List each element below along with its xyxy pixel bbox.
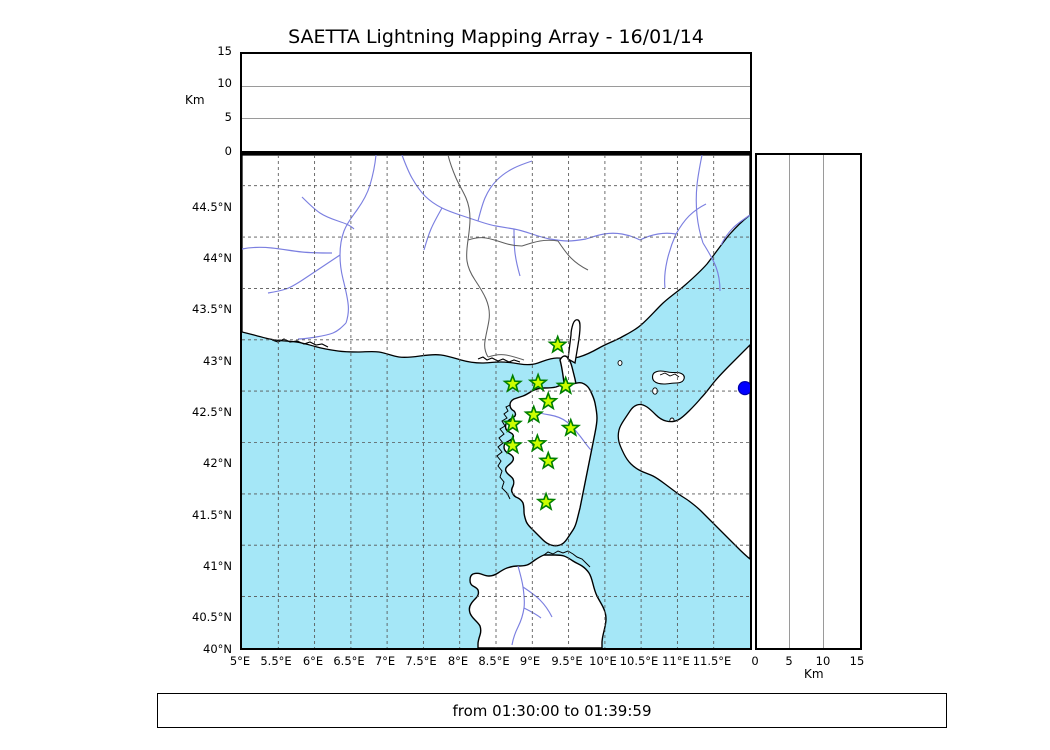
lma-station-marker [502,434,523,455]
time-range-text: from 01:30:00 to 01:39:59 [452,701,652,720]
map-graticule [242,155,750,648]
map-ytick-40N: 40°N [203,642,232,656]
country-borders-layer [447,155,589,361]
map-xtick-7E: 7°E [374,654,396,668]
lma-station-marker [523,404,544,424]
lma-station-marker [560,417,582,437]
top-panel-ytick-0: 0 [224,144,232,158]
map-xtick-11E: 11°E [662,654,690,668]
right-panel-xtick-0: 0 [751,654,759,668]
lma-station-marker [537,450,559,470]
lightning-source-marker [737,381,750,396]
map-ytick-42N: 42°N [203,456,232,470]
sardinia-north-coast-detail [543,550,591,568]
right-panel-xaxis-label: Km [804,667,824,681]
top-panel-gridline-10 [242,86,750,87]
map-ytick-42.5N: 42.5°N [192,405,232,419]
map-xtick-5E: 5°E [229,654,251,668]
lma-station-marker [527,372,549,392]
map-xtick-7.5E: 7.5°E [405,654,437,668]
top-panel-ytick-10: 10 [217,76,232,90]
map-xtick-6E: 6°E [302,654,324,668]
map-xtick-11.5E: 11.5°E [692,654,732,668]
right-panel-xtick-15: 15 [849,654,865,668]
lma-station-marker [527,432,548,453]
time-range-caption-box: from 01:30:00 to 01:39:59 [157,693,947,728]
figure-title: SAETTA Lightning Mapping Array - 16/01/1… [288,26,704,48]
right-panel-gridline-10 [823,155,824,648]
elba-island [651,370,685,385]
map-xtick-8.5E: 8.5°E [478,654,510,668]
lma-station-marker [537,390,559,411]
map-xtick-6.5E: 6.5°E [333,654,365,668]
lma-station-marker [555,375,576,395]
map-ytick-41.5N: 41.5°N [192,508,232,522]
right-panel-xtick-10: 10 [815,654,831,668]
map-ytick-44.5N: 44.5°N [192,200,232,214]
markers-layer [502,334,750,511]
lma-station-marker [535,491,557,511]
map-xtick-9.5E: 9.5°E [551,654,583,668]
coastline-detail-liguria [477,356,521,363]
italy-tyrrhenian-coast [617,344,750,560]
map-xtick-5.5E: 5.5°E [260,654,292,668]
sardinia-landmass [468,554,607,648]
corsica-west-coast-detail [496,404,511,500]
gorgona-island [617,360,623,366]
map-canvas [242,155,750,648]
lma-station-marker [502,373,523,393]
right-panel-altitude-latitude [755,153,862,650]
lma-station-marker [547,334,568,354]
map-ytick-43.5N: 43.5°N [192,302,232,316]
map-ytick-41N: 41°N [203,559,232,573]
top-panel-yaxis-label: Km [185,93,205,107]
map-ytick-44N: 44°N [203,251,232,265]
map-xtick-9E: 9°E [519,654,541,668]
cap-corse [567,319,581,365]
top-panel-ytick-15: 15 [217,44,232,58]
map-panel [240,153,752,650]
map-xtick-10E: 10°E [589,654,617,668]
top-panel-altitude-longitude [240,52,752,153]
right-panel-xtick-5: 5 [785,654,793,668]
top-panel-gridline-5 [242,118,750,119]
right-panel-gridline-5 [789,155,790,648]
coastline-detail-provence [271,338,329,348]
top-panel-ytick-5: 5 [224,110,232,124]
map-xtick-8E: 8°E [447,654,469,668]
lma-station-marker [502,413,523,433]
map-ytick-40.5N: 40.5°N [192,610,232,624]
map-ytick-43N: 43°N [203,354,232,368]
map-xtick-10.5E: 10.5°E [619,654,659,668]
elba-island-detail [659,372,680,378]
